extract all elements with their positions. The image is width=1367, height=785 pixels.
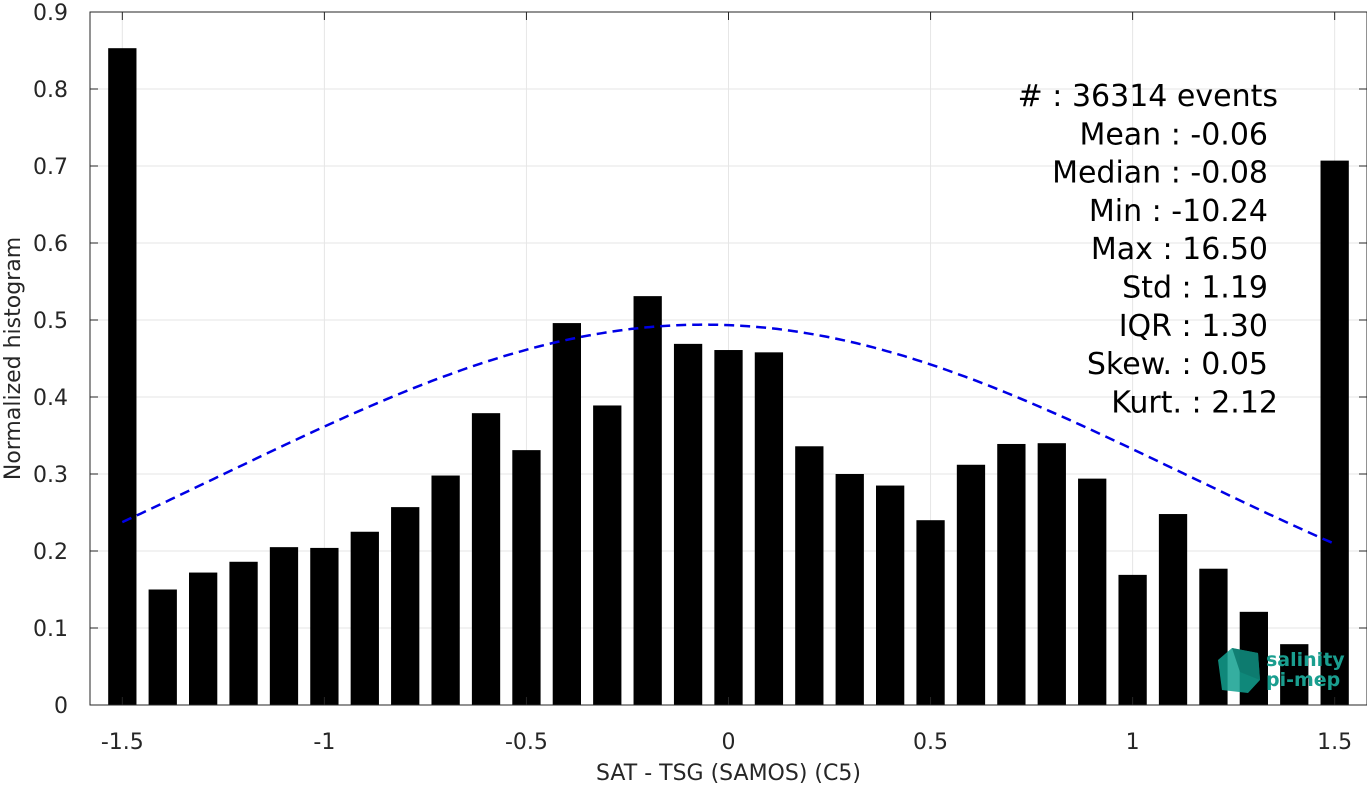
histogram-bar <box>1078 478 1107 705</box>
logo-text-line1: salinity <box>1266 649 1345 671</box>
histogram-bar <box>512 450 541 705</box>
stat-line: # : 36314 events <box>1018 79 1278 114</box>
stat-line: Max : 16.50 <box>1091 232 1268 267</box>
stat-line: Skew. : 0.05 <box>1087 347 1268 382</box>
histogram-bar <box>189 572 218 705</box>
x-tick-label: -1.5 <box>101 730 144 755</box>
stat-line: IQR : 1.30 <box>1119 309 1268 344</box>
histogram-bar <box>1320 160 1349 706</box>
x-tick-label: -1 <box>313 730 335 755</box>
histogram-bar <box>916 520 945 705</box>
y-axis-label: Normalized histogram <box>1 237 26 480</box>
histogram-bar <box>795 446 824 705</box>
histogram-bar <box>997 443 1026 705</box>
histogram-bar <box>108 48 137 705</box>
y-tick-label: 0.6 <box>33 232 68 257</box>
histogram-bar <box>1118 574 1147 705</box>
histogram-bar <box>714 350 743 705</box>
stat-line: Median : -0.08 <box>1052 156 1268 191</box>
bars <box>108 48 1349 706</box>
x-tick-label: 1 <box>1126 730 1140 755</box>
histogram-bar <box>350 531 379 705</box>
stat-line: Std : 1.19 <box>1122 271 1268 306</box>
x-tick-label: -0.5 <box>505 730 548 755</box>
y-axis-ticks: 0 0.1 0.2 0.3 0.4 0.5 0.6 0.7 0.8 0.9 <box>33 1 1367 719</box>
stat-line: Min : -10.24 <box>1089 194 1268 229</box>
histogram-bar <box>391 507 420 705</box>
histogram-bar <box>673 343 703 705</box>
histogram-bar <box>310 547 339 705</box>
y-tick-label: 0.4 <box>33 386 68 411</box>
y-tick-label: 0.2 <box>33 540 68 565</box>
x-tick-label: 0.5 <box>913 730 948 755</box>
histogram-bar <box>876 485 905 705</box>
histogram-bar <box>593 405 622 705</box>
y-tick-label: 0.3 <box>33 463 68 488</box>
x-tick-label: 1.5 <box>1317 730 1352 755</box>
histogram-bar <box>835 474 864 705</box>
y-tick-label: 0.1 <box>33 617 68 642</box>
x-axis-ticks: -1.5 -1 -0.5 0 0.5 1 1.5 <box>101 12 1352 755</box>
stat-line: Mean : -0.06 <box>1079 117 1268 152</box>
y-tick-label: 0.9 <box>33 1 68 26</box>
salinity-pimep-logo: salinity pi-mep <box>1218 648 1345 693</box>
y-tick-label: 0.5 <box>33 309 68 334</box>
histogram-bar <box>1280 644 1309 705</box>
histogram-bar <box>1158 514 1188 705</box>
histogram-bar <box>431 475 460 705</box>
stat-line: Kurt. : 2.12 <box>1111 385 1278 420</box>
histogram-bar <box>552 323 581 705</box>
histogram-bar <box>754 352 784 705</box>
y-tick-label: 0.8 <box>33 78 68 103</box>
x-axis-label: SAT - TSG (SAMOS) (C5) <box>596 761 861 785</box>
x-tick-label: 0 <box>722 730 736 755</box>
histogram-bar <box>229 561 258 705</box>
histogram-bar <box>633 296 662 705</box>
histogram-bar <box>956 464 986 705</box>
y-tick-label: 0 <box>54 694 68 719</box>
logo-text-line2: pi-mep <box>1266 669 1340 691</box>
logo-shape-icon <box>1232 648 1260 680</box>
y-tick-label: 0.7 <box>33 155 68 180</box>
histogram-bar <box>471 413 501 705</box>
histogram-bar <box>148 589 177 705</box>
normal-fit-curve <box>121 323 1336 546</box>
histogram-bar <box>269 547 299 705</box>
histogram-bar <box>1037 443 1066 705</box>
